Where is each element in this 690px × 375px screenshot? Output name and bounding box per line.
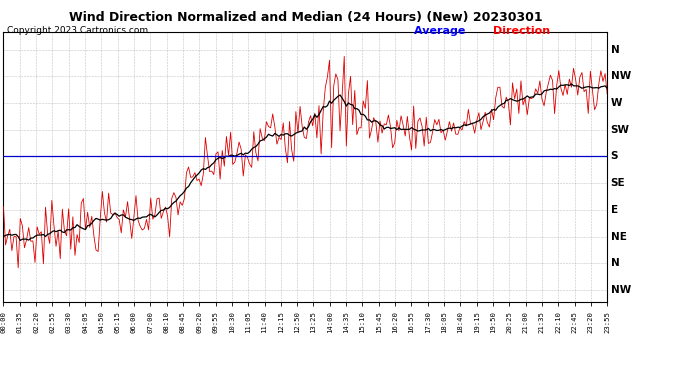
- Text: S: S: [611, 152, 618, 162]
- Text: Copyright 2023 Cartronics.com: Copyright 2023 Cartronics.com: [7, 26, 148, 35]
- Text: W: W: [611, 98, 622, 108]
- Text: NW: NW: [611, 71, 631, 81]
- Text: N: N: [611, 45, 620, 55]
- Text: SE: SE: [611, 178, 625, 188]
- Text: SW: SW: [611, 125, 630, 135]
- Text: Direction: Direction: [493, 26, 551, 36]
- Text: NW: NW: [611, 285, 631, 295]
- Text: E: E: [611, 205, 618, 215]
- Text: N: N: [611, 258, 620, 268]
- Text: Average: Average: [414, 26, 469, 36]
- Text: Wind Direction Normalized and Median (24 Hours) (New) 20230301: Wind Direction Normalized and Median (24…: [68, 11, 542, 24]
- Text: NE: NE: [611, 232, 627, 242]
